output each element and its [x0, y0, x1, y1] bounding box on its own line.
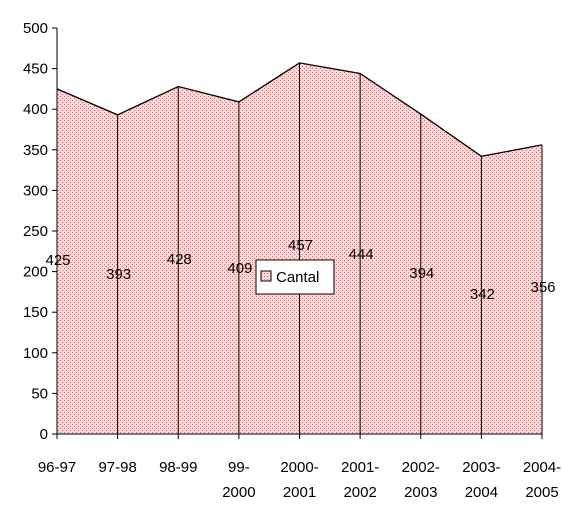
y-tick-label: 350 [23, 142, 48, 159]
x-tick-label: 2004-2005 [523, 459, 561, 501]
data-label: 393 [106, 266, 131, 283]
axes-layer: 0 50 100 150 200 250 300 350 400 450 500 96-97 97-98… [23, 20, 561, 501]
data-label: 444 [349, 246, 374, 263]
y-tick-label: 400 [23, 101, 48, 118]
data-label: 356 [530, 279, 555, 296]
y-tick-label: 0 [40, 426, 48, 443]
x-tick-label: 2003-2004 [462, 459, 500, 501]
y-tick-label: 450 [23, 61, 48, 78]
x-tick-label: 97-98 [98, 459, 136, 476]
legend-swatch [260, 270, 272, 282]
area-layer [56, 62, 543, 435]
data-label: 428 [167, 251, 192, 268]
y-tick-label: 300 [23, 182, 48, 199]
legend-label: Cantal [276, 269, 319, 286]
series-line-cantal [56, 62, 543, 157]
x-tick-label: 2000-2001 [280, 459, 318, 501]
y-tick-label: 200 [23, 264, 48, 281]
data-label: 457 [288, 237, 313, 254]
legend: Cantal [255, 259, 335, 295]
y-tick-label: 50 [31, 385, 48, 402]
data-label: 394 [409, 265, 434, 282]
x-tick-label: 2002-2003 [402, 459, 440, 501]
y-tick-label: 250 [23, 223, 48, 240]
data-label: 425 [45, 252, 70, 269]
data-labels-layer: 425 393 428 409 457 444 394 342 356 [45, 237, 555, 303]
y-tick-label: 100 [23, 345, 48, 362]
y-tick-label: 500 [23, 20, 48, 37]
x-tick-label: 98-99 [159, 459, 197, 476]
data-label: 342 [470, 286, 495, 303]
data-label: 409 [227, 260, 252, 277]
y-tick-label: 150 [23, 304, 48, 321]
x-tick-label: 96-97 [38, 459, 76, 476]
x-tick-label: 2001-2002 [341, 459, 379, 501]
x-tick-label: 99-2000 [222, 459, 255, 501]
